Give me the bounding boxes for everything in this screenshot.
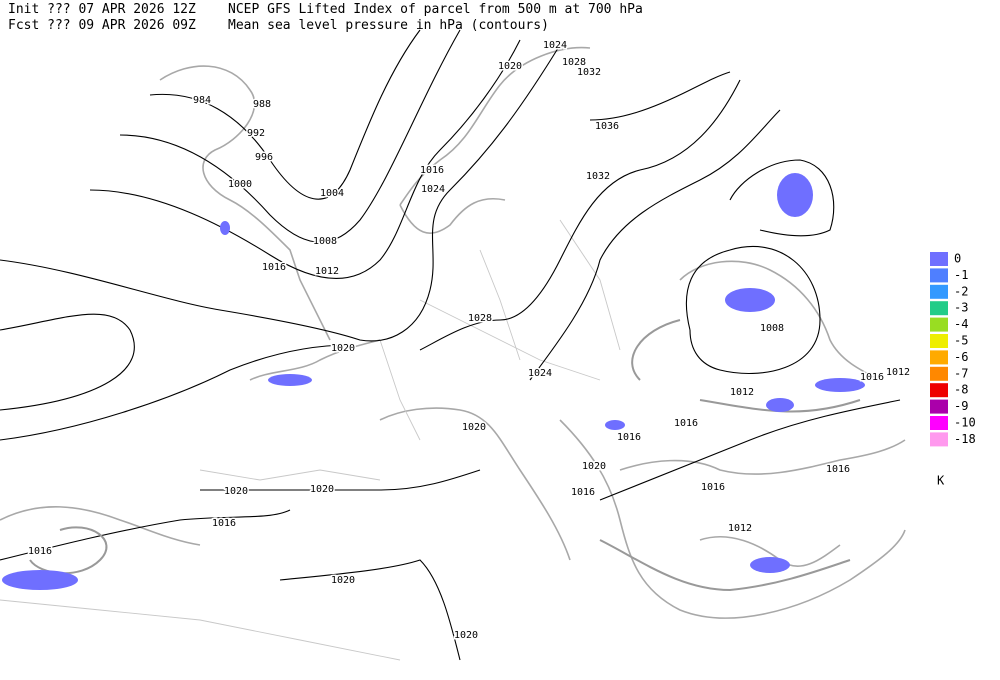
legend-label: 0 <box>954 252 961 266</box>
legend-label: -7 <box>954 366 968 380</box>
contour-label: 1020 <box>454 630 478 641</box>
legend: 0 -1 -2 -3 -4 -5 -6 -7 -8 -9 -10 -18 <box>930 252 976 447</box>
legend-unit: K <box>937 474 945 488</box>
contour-label: 1004 <box>320 188 344 199</box>
contour-label: 1016 <box>420 165 444 176</box>
contour-label: 1012 <box>886 367 910 378</box>
legend-label: -5 <box>954 334 968 348</box>
contour-label: 1020 <box>310 484 334 495</box>
contour-label: 996 <box>255 152 273 163</box>
legend-label: -4 <box>954 317 968 331</box>
legend-swatch <box>930 334 948 348</box>
contour-label: 984 <box>193 95 211 106</box>
contour-label: 1012 <box>730 387 754 398</box>
legend-swatch <box>930 317 948 332</box>
contour-label: 1016 <box>571 487 595 498</box>
contour-label: 1028 <box>468 313 492 324</box>
legend-label: -3 <box>954 301 968 315</box>
contour-label: 992 <box>247 128 265 139</box>
contour-label: 1020 <box>224 486 248 497</box>
contour-label: 1020 <box>331 575 355 586</box>
contour-label: 1016 <box>826 464 850 475</box>
contour-label: 1008 <box>760 323 784 334</box>
contour-label: 1024 <box>543 40 567 51</box>
contour-label: 1012 <box>728 523 752 534</box>
legend-swatch <box>930 252 948 266</box>
lifted-index-contours <box>29 319 861 592</box>
isobars <box>0 29 901 661</box>
contour-label: 1032 <box>577 67 601 78</box>
contour-label: 1016 <box>262 262 286 273</box>
subtitle: Mean sea level pressure in hPa (contours… <box>228 18 549 33</box>
borders <box>0 219 621 661</box>
contour-label: 1024 <box>421 184 445 195</box>
contour-label: 1016 <box>617 432 641 443</box>
legend-swatch <box>930 284 948 299</box>
contour-label: 988 <box>253 99 271 110</box>
legend-label: -18 <box>954 432 976 446</box>
unstable-areas <box>2 173 865 590</box>
contour-label: 1008 <box>313 236 337 247</box>
contour-label: 1020 <box>331 343 355 354</box>
legend-label: -2 <box>954 284 968 298</box>
contour-label: 1012 <box>315 266 339 277</box>
contour-label: 1016 <box>860 372 884 383</box>
contour-label: 1036 <box>595 121 619 132</box>
legend-swatch <box>930 432 948 447</box>
contour-label: 1016 <box>28 546 52 557</box>
init-time: Init ??? 07 APR 2026 12Z <box>8 2 196 17</box>
title: NCEP GFS Lifted Index of parcel from 500… <box>228 2 643 17</box>
legend-swatch <box>930 366 948 381</box>
contour-label: 1028 <box>562 57 586 68</box>
legend-label: -9 <box>954 399 968 413</box>
legend-swatch <box>930 301 948 316</box>
legend-swatch <box>930 268 948 283</box>
legend-label: -10 <box>954 416 976 430</box>
contour-label: 1020 <box>582 461 606 472</box>
contour-label: 1020 <box>498 61 522 72</box>
contour-labels: 984 9889929961000100410081012101610161024… <box>26 39 911 643</box>
contour-label: 1024 <box>528 368 552 379</box>
legend-swatch <box>930 383 948 398</box>
legend-label: -1 <box>954 268 968 282</box>
contour-label: 1016 <box>674 418 698 429</box>
legend-label: -8 <box>954 383 968 397</box>
legend-swatch <box>930 416 948 430</box>
legend-swatch <box>930 399 948 414</box>
legend-swatch <box>930 350 948 365</box>
contour-label: 1016 <box>212 518 236 529</box>
contour-label: 1020 <box>462 422 486 433</box>
forecast-time: Fcst ??? 09 APR 2026 09Z <box>8 18 196 33</box>
contour-label: 1032 <box>586 171 610 182</box>
legend-label: -6 <box>954 350 968 364</box>
contour-label: 1016 <box>701 482 725 493</box>
contour-label: 1000 <box>228 179 252 190</box>
